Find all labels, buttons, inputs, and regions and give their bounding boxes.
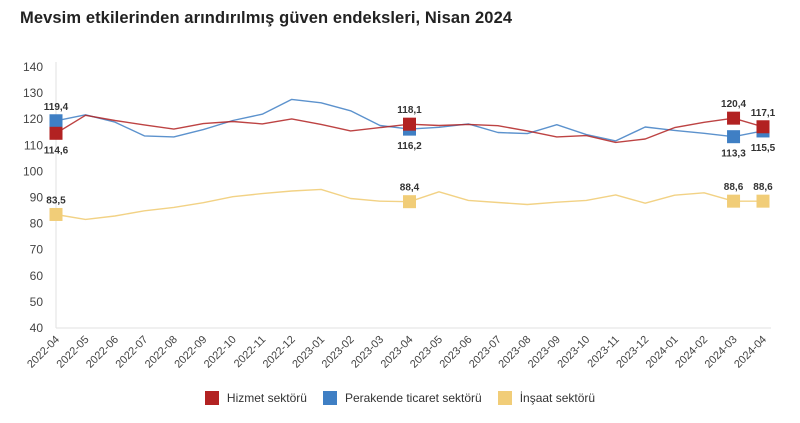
series-markers [49,111,770,221]
data-label-1: 115,5 [751,143,776,154]
y-tick-label: 110 [24,138,43,152]
y-tick-label: 40 [30,321,44,335]
series-marker-0 [756,120,770,134]
series-marker-2 [403,195,416,209]
data-label-2: 88,6 [753,182,773,193]
legend: Hizmet sektörü Perakende ticaret sektörü… [0,391,800,405]
y-tick-label: 80 [30,217,44,231]
y-tick-label: 60 [30,269,44,283]
legend-swatch-insaat [497,391,512,405]
y-tick-label: 90 [30,191,44,205]
y-tick-label: 50 [30,295,44,309]
data-label-2: 88,6 [724,182,744,193]
y-tick-label: 120 [23,112,43,126]
series-marker-2 [756,194,770,208]
legend-item-hizmet[interactable]: Hizmet sektörü [204,391,307,405]
chart-title: Mevsim etkilerinden arındırılmış güven e… [20,9,513,27]
data-label-0: 118,1 [397,105,422,116]
y-tick-label: 130 [23,86,43,100]
series-marker-1 [49,114,63,128]
data-label-0: 120,4 [721,99,746,110]
legend-label-insaat: İnşaat sektörü [519,391,596,405]
data-label-1: 119,4 [44,102,69,113]
series-marker-0 [49,126,63,140]
legend-label-perakende: Perakende ticaret sektörü [344,391,482,405]
legend-label-hizmet: Hizmet sektörü [226,391,307,405]
series-marker-2 [49,207,63,221]
data-label-0: 114,6 [44,145,69,156]
legend-item-perakende[interactable]: Perakende ticaret sektörü [322,391,482,405]
x-tick-label: 2022-10 [202,334,239,371]
series-marker-0 [727,111,741,125]
legend-swatch-hizmet [204,391,219,405]
data-label-2: 83,5 [46,195,66,206]
data-label-0: 117,1 [751,108,776,119]
y-tick-label: 100 [23,164,43,178]
legend-swatch-perakende [322,391,337,405]
y-tick-label: 70 [30,243,44,257]
legend-item-insaat[interactable]: İnşaat sektörü [497,391,596,405]
y-tick-label: 140 [23,60,43,74]
x-tick-label: 2023-10 [555,334,592,371]
data-label-1: 113,3 [721,149,746,160]
series-marker-2 [727,194,741,208]
data-label-1: 116,2 [397,141,422,152]
data-label-2: 88,4 [400,183,420,194]
series-marker-0 [403,117,416,131]
x-tick-label: 2024-04 [732,334,769,371]
data-labels: 83,5 88,4 88,6 88,6 119,4 116,2 113,3 115,5 114,… [44,99,776,206]
series-marker-1 [727,130,741,144]
